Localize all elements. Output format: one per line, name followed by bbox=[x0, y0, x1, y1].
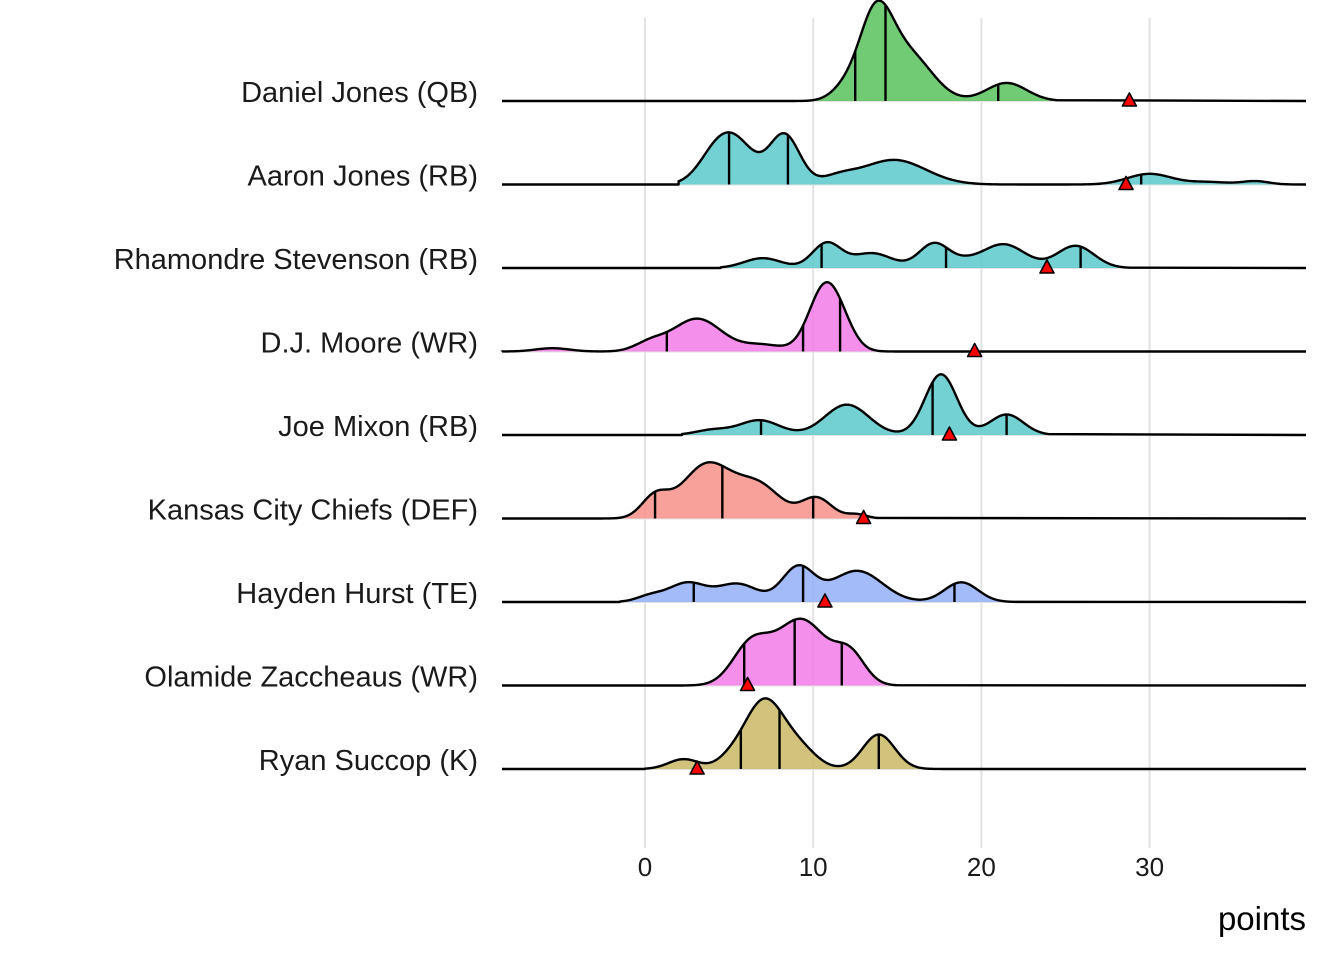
series-8-density-outline bbox=[502, 697, 1306, 771]
series-1-actual-marker bbox=[1118, 175, 1134, 191]
series-0-label: Daniel Jones (QB) bbox=[241, 77, 478, 109]
series-6-density-outline bbox=[502, 564, 1307, 604]
ridges bbox=[500, 0, 1307, 775]
series-5-label: Kansas City Chiefs (DEF) bbox=[148, 495, 478, 527]
x-tick-label: 0 bbox=[638, 852, 652, 882]
x-axis-ticks: 0 10 20 30 bbox=[638, 852, 1164, 882]
x-axis-title: points bbox=[1218, 900, 1306, 937]
series-0-density-outline bbox=[502, 0, 1307, 103]
y-axis-labels: Daniel Jones (QB) Aaron Jones (RB) Rhamond… bbox=[114, 77, 478, 777]
series-6-label: Hayden Hurst (TE) bbox=[236, 578, 478, 610]
series-7-actual-marker bbox=[739, 676, 756, 692]
x-tick-label: 10 bbox=[799, 852, 828, 882]
series-2-actual-marker bbox=[1039, 259, 1055, 274]
series-2-density-fill bbox=[720, 242, 1130, 268]
series-4-density-outline bbox=[502, 373, 1307, 437]
series-5-actual-marker bbox=[855, 509, 872, 525]
series-7-density-fill bbox=[683, 618, 898, 686]
series-8-label: Ryan Succop (K) bbox=[259, 745, 478, 777]
series-4-density-fill bbox=[681, 374, 1049, 435]
series-5-density-fill bbox=[602, 462, 878, 519]
x-tick-label: 20 bbox=[967, 852, 996, 882]
series-3-actual-marker bbox=[966, 342, 983, 358]
series-2-density-outline bbox=[502, 240, 1307, 270]
series-3-label: D.J. Moore (WR) bbox=[261, 328, 479, 360]
series-0-actual-marker bbox=[1121, 92, 1138, 107]
series-2-label: Rhamondre Stevenson (RB) bbox=[114, 244, 478, 276]
series-1-density-outline bbox=[502, 131, 1307, 186]
series-1-label: Aaron Jones (RB) bbox=[248, 161, 479, 193]
series-1-density-fill bbox=[678, 132, 1293, 185]
series-5-density-outline bbox=[502, 461, 1307, 520]
series-6-actual-marker bbox=[817, 593, 833, 608]
series-7-density-outline bbox=[502, 617, 1307, 687]
series-0-density-fill bbox=[796, 0, 1058, 102]
series-6-density-fill bbox=[619, 565, 1016, 602]
series-4-label: Joe Mixon (RB) bbox=[278, 411, 478, 443]
series-3-density-fill bbox=[502, 282, 915, 352]
series-7-label: Olamide Zaccheaus (WR) bbox=[144, 662, 478, 694]
series-8-actual-marker bbox=[689, 760, 705, 775]
series-3-density-outline bbox=[500, 281, 1306, 353]
x-tick-label: 30 bbox=[1135, 852, 1164, 882]
series-4-actual-marker bbox=[941, 426, 958, 441]
